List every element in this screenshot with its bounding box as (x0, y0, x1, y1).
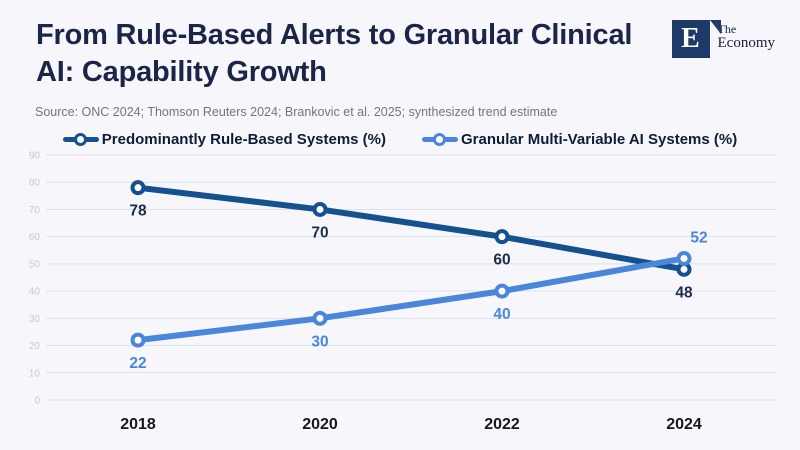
logo-quote-mark-icon (709, 20, 721, 34)
y-tick-label: 50 (29, 259, 41, 270)
data-point-label: 30 (311, 333, 328, 350)
source-caption: Source: ONC 2024; Thomson Reuters 2024; … (35, 105, 558, 119)
data-point-marker (130, 180, 146, 196)
y-tick-label: 70 (29, 205, 41, 216)
data-point-label: 22 (129, 355, 146, 372)
data-point-marker (494, 229, 510, 245)
x-tick-label: 2024 (666, 416, 702, 433)
series-line (135, 255, 687, 344)
data-point-label: 60 (493, 252, 510, 269)
legend-item-rule-based: Predominantly Rule-Based Systems (%) (62, 131, 387, 148)
legend-marker-icon (422, 133, 459, 146)
x-tick-label: 2018 (120, 416, 156, 433)
data-point-marker (312, 310, 328, 326)
data-point-label: 78 (129, 203, 147, 220)
page-title: From Rule-Based Alerts to Granular Clini… (36, 19, 633, 88)
data-point-marker (494, 283, 510, 299)
x-tick-label: 2022 (484, 416, 520, 433)
brand-logo: E The Economy (671, 20, 776, 58)
y-tick-label: 80 (29, 178, 41, 189)
data-point-marker (312, 201, 328, 217)
logo-square: E (671, 20, 721, 58)
logo-letter: E (681, 23, 700, 54)
y-tick-label: 90 (29, 151, 41, 162)
chart-legend: Predominantly Rule-Based Systems (%) Gra… (0, 131, 800, 148)
series-line (135, 184, 687, 273)
y-tick-label: 60 (29, 232, 41, 243)
y-tick-label: 30 (29, 314, 41, 325)
legend-item-granular-ai: Granular Multi-Variable AI Systems (%) (422, 131, 737, 148)
data-point-marker (130, 332, 146, 348)
data-point-label: 52 (690, 229, 707, 246)
y-tick-label: 10 (29, 368, 41, 379)
y-tick-label: 20 (29, 341, 41, 352)
data-point-marker (676, 250, 692, 266)
x-tick-label: 2020 (302, 416, 338, 433)
logo-name-line2: Economy (717, 34, 776, 51)
data-point-label: 48 (675, 284, 693, 301)
y-tick-label: 40 (29, 287, 41, 298)
data-point-label: 70 (311, 224, 328, 241)
legend-label: Predominantly Rule-Based Systems (%) (101, 131, 387, 148)
legend-label: Granular Multi-Variable AI Systems (%) (461, 131, 738, 148)
logo-name-line1: The (717, 22, 737, 36)
line-chart: 0 10 20 30 40 50 60 70 80 90 2018 2020 2022 2024 78 70 6… (29, 151, 777, 433)
legend-marker-icon (62, 133, 99, 146)
logo-name: The Economy (718, 23, 776, 51)
y-tick-label: 0 (34, 396, 40, 407)
data-point-label: 40 (493, 306, 510, 323)
